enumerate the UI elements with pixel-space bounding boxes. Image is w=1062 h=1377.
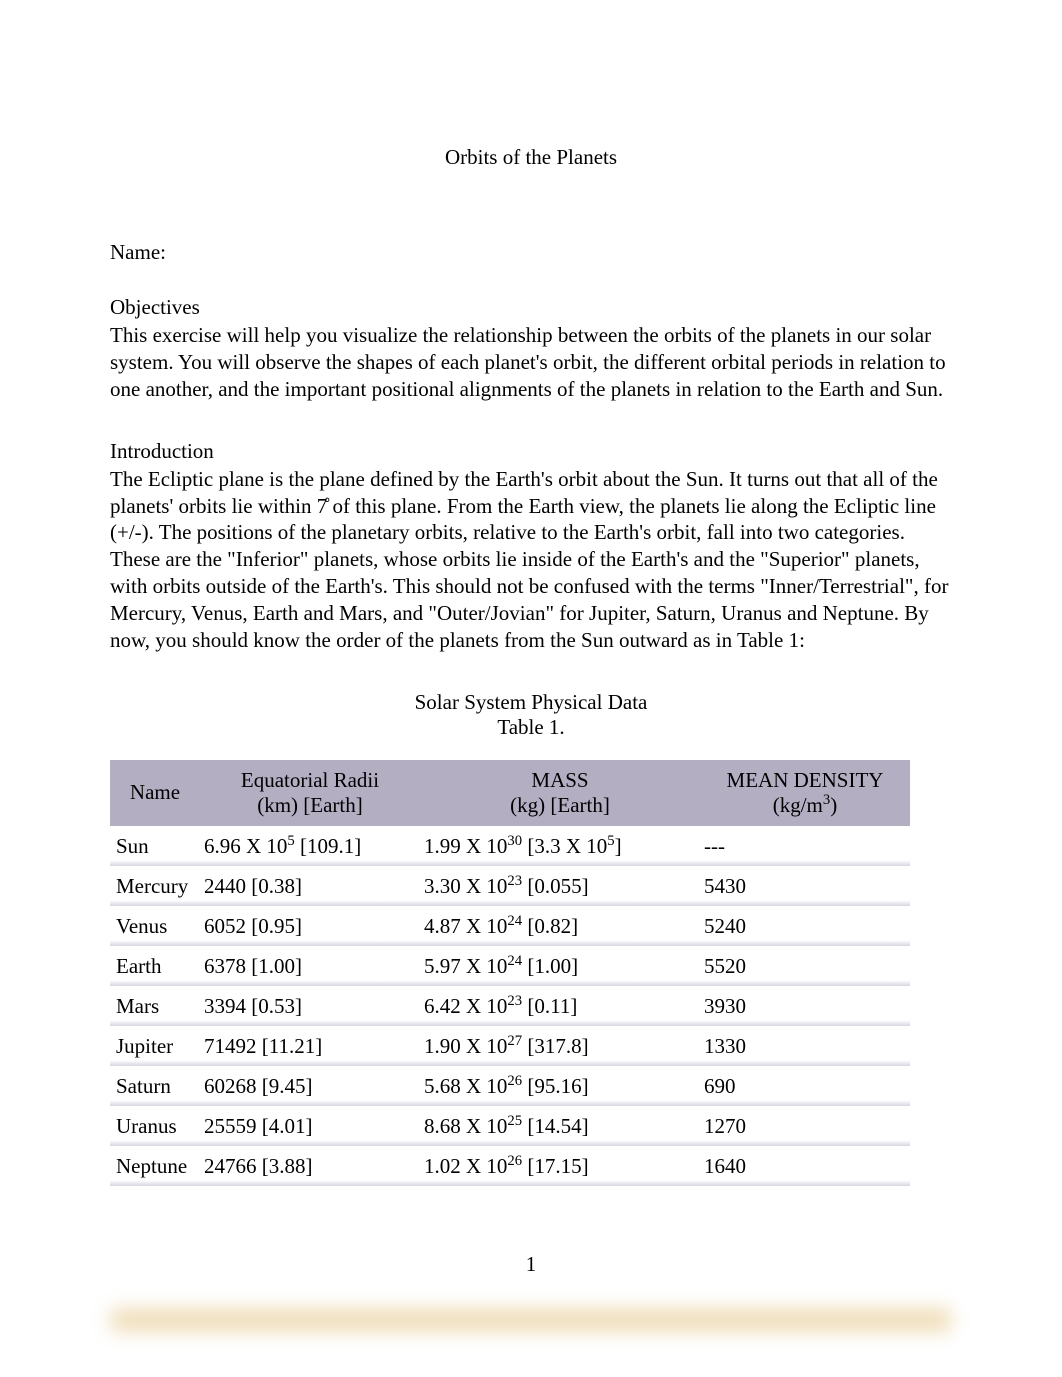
cell-radii: 2440 [0.38] [200, 868, 420, 906]
name-field-label: Name: [110, 240, 952, 265]
col-header-density-l1: MEAN DENSITY [727, 768, 884, 792]
col-header-radii-l1: Equatorial Radii [241, 768, 379, 792]
cell-radii: 24766 [3.88] [200, 1148, 420, 1186]
cell-radii: 25559 [4.01] [200, 1108, 420, 1146]
cell-mass: 6.42 X 1023 [0.11] [420, 988, 700, 1026]
table-caption: Table 1. [110, 715, 952, 740]
cell-radii: 6052 [0.95] [200, 908, 420, 946]
cell-density: 5430 [700, 868, 910, 906]
page-number: 1 [0, 1252, 1062, 1277]
page-container: Orbits of the Planets Name: Objectives T… [0, 0, 1062, 1377]
col-header-mass-l2: (kg) [Earth] [510, 793, 610, 817]
table-row: Sun6.96 X 105 [109.1]1.99 X 1030 [3.3 X … [110, 828, 952, 866]
col-header-density-l2b: ) [830, 793, 837, 817]
table-title: Solar System Physical Data [110, 690, 952, 715]
footer-blurred-text [110, 1308, 952, 1332]
document-title: Orbits of the Planets [110, 145, 952, 170]
cell-density: 1270 [700, 1108, 910, 1146]
introduction-text: The Ecliptic plane is the plane defined … [110, 466, 952, 654]
cell-radii: 60268 [9.45] [200, 1068, 420, 1106]
cell-name: Sun [110, 828, 200, 866]
cell-name: Saturn [110, 1068, 200, 1106]
cell-mass: 8.68 X 1025 [14.54] [420, 1108, 700, 1146]
cell-density: 1640 [700, 1148, 910, 1186]
cell-mass: 5.97 X 1024 [1.00] [420, 948, 700, 986]
table-row: Mars3394 [0.53]6.42 X 1023 [0.11]3930 [110, 988, 952, 1026]
cell-mass: 4.87 X 1024 [0.82] [420, 908, 700, 946]
col-header-mass: MASS (kg) [Earth] [420, 760, 700, 826]
table-row: Earth6378 [1.00]5.97 X 1024 [1.00]5520 [110, 948, 952, 986]
cell-radii: 3394 [0.53] [200, 988, 420, 1026]
cell-name: Jupiter [110, 1028, 200, 1066]
col-header-radii: Equatorial Radii (km) [Earth] [200, 760, 420, 826]
cell-radii: 6378 [1.00] [200, 948, 420, 986]
col-header-name: Name [110, 760, 200, 826]
cell-density: --- [700, 828, 910, 866]
objectives-text: This exercise will help you visualize th… [110, 322, 952, 403]
cell-name: Venus [110, 908, 200, 946]
col-header-density-l2a: (kg/m [773, 793, 823, 817]
cell-mass: 1.90 X 1027 [317.8] [420, 1028, 700, 1066]
table-row: Saturn60268 [9.45]5.68 X 1026 [95.16]690 [110, 1068, 952, 1106]
cell-density: 5240 [700, 908, 910, 946]
cell-mass: 5.68 X 1026 [95.16] [420, 1068, 700, 1106]
cell-density: 3930 [700, 988, 910, 1026]
table-row: Mercury2440 [0.38]3.30 X 1023 [0.055]543… [110, 868, 952, 906]
cell-mass: 1.99 X 1030 [3.3 X 105] [420, 828, 700, 866]
table-row: Neptune24766 [3.88]1.02 X 1026 [17.15]16… [110, 1148, 952, 1186]
objectives-heading: Objectives [110, 295, 952, 320]
table-row: Venus6052 [0.95]4.87 X 1024 [0.82]5240 [110, 908, 952, 946]
cell-radii: 6.96 X 105 [109.1] [200, 828, 420, 866]
cell-name: Uranus [110, 1108, 200, 1146]
cell-mass: 1.02 X 1026 [17.15] [420, 1148, 700, 1186]
cell-mass: 3.30 X 1023 [0.055] [420, 868, 700, 906]
table-row: Jupiter71492 [11.21]1.90 X 1027 [317.8]1… [110, 1028, 952, 1066]
cell-density: 1330 [700, 1028, 910, 1066]
table-body: Sun6.96 X 105 [109.1]1.99 X 1030 [3.3 X … [110, 828, 952, 1186]
cell-name: Mercury [110, 868, 200, 906]
table-row: Uranus25559 [4.01]8.68 X 1025 [14.54]127… [110, 1108, 952, 1146]
cell-density: 690 [700, 1068, 910, 1106]
col-header-density: MEAN DENSITY (kg/m3) [700, 760, 910, 826]
cell-name: Neptune [110, 1148, 200, 1186]
cell-name: Mars [110, 988, 200, 1026]
col-header-radii-l2: (km) [Earth] [257, 793, 363, 817]
cell-radii: 71492 [11.21] [200, 1028, 420, 1066]
solar-system-table: Name Equatorial Radii (km) [Earth] MASS … [110, 758, 952, 1188]
introduction-heading: Introduction [110, 439, 952, 464]
col-header-mass-l1: MASS [531, 768, 588, 792]
table-header-row: Name Equatorial Radii (km) [Earth] MASS … [110, 760, 952, 826]
cell-density: 5520 [700, 948, 910, 986]
col-header-name-text: Name [130, 780, 180, 804]
cell-name: Earth [110, 948, 200, 986]
